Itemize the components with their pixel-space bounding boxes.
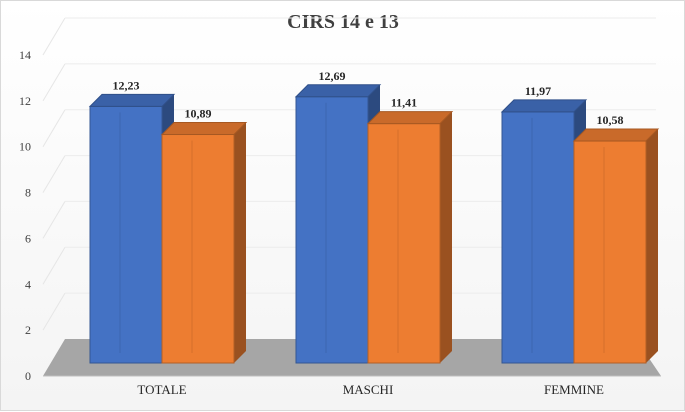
y-tick-label: 4 xyxy=(25,277,31,291)
bar-side xyxy=(646,129,658,363)
y-tick-label: 14 xyxy=(19,48,31,62)
bar xyxy=(501,111,575,364)
bar-top xyxy=(160,122,248,136)
bar xyxy=(367,123,441,364)
bar-side xyxy=(440,111,452,363)
gridline-diagonal xyxy=(42,63,66,102)
y-tick-label: 8 xyxy=(25,186,31,200)
x-tick-label: TOTALE xyxy=(137,382,186,397)
chart-title: CIRS 14 e 13 xyxy=(287,11,399,33)
bar xyxy=(89,105,163,364)
y-tick-label: 6 xyxy=(25,231,31,245)
gridline-diagonal xyxy=(42,109,66,147)
y-tick-label: 10 xyxy=(19,140,31,154)
bar-top xyxy=(500,99,588,113)
bar-side xyxy=(234,122,246,363)
bar-top xyxy=(294,84,382,98)
gridline-diagonal xyxy=(42,292,66,331)
data-label: 11,97 xyxy=(525,84,551,98)
gridline-diagonal xyxy=(42,247,66,285)
data-label: 12,69 xyxy=(319,69,346,83)
x-tick-label: MASCHI xyxy=(343,382,394,397)
bar xyxy=(295,96,369,364)
y-tick-label: 2 xyxy=(25,323,31,337)
data-label: 12,23 xyxy=(113,78,140,92)
bar xyxy=(573,140,647,364)
y-tick-label: 0 xyxy=(25,369,31,383)
gridline-diagonal xyxy=(42,201,66,239)
data-label: 11,41 xyxy=(391,96,417,110)
bar xyxy=(161,134,235,364)
data-label: 10,89 xyxy=(185,107,212,121)
bar-top xyxy=(572,128,660,142)
data-label: 10,58 xyxy=(597,113,624,127)
x-tick-label: FEMMINE xyxy=(544,382,604,397)
y-tick-label: 12 xyxy=(19,94,31,108)
gridline-diagonal xyxy=(42,17,66,56)
bar-top xyxy=(88,93,176,107)
bar-top xyxy=(366,111,454,125)
gridline-diagonal xyxy=(42,155,66,193)
